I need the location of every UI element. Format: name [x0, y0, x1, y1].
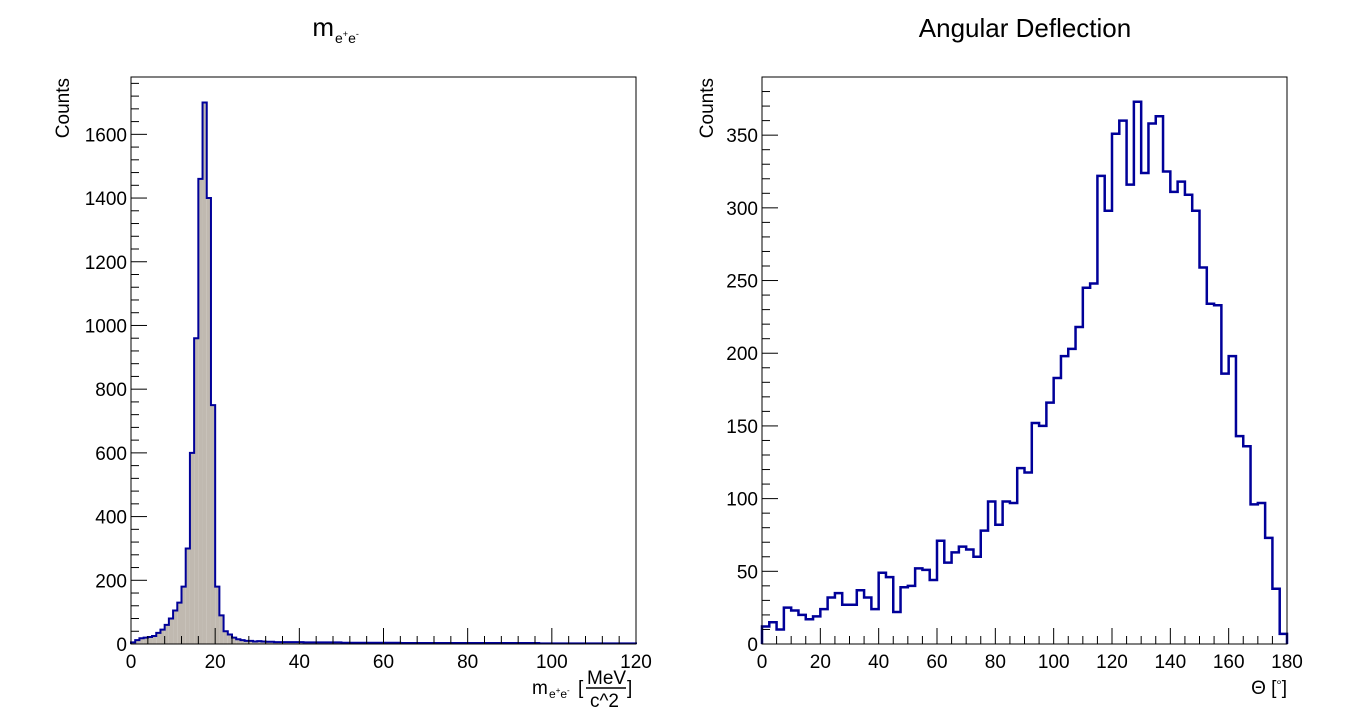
mass-y-tick-label: 600 — [95, 444, 127, 465]
angular-x-axis-unit-symbol: ∘ — [1275, 675, 1283, 689]
mass-bin-bar — [265, 641, 270, 644]
angular-y-tick-label: 350 — [726, 126, 758, 147]
angular-x-tick-label: 20 — [810, 652, 831, 673]
mass-bin-bar — [223, 631, 228, 644]
angular-axes: 0 20 40 60 80 100 120 140 160 180 0 50 100 150 200 250 3… — [726, 76, 1303, 673]
mass-x-tick-label: 60 — [373, 652, 394, 673]
mass-y-tick-label: 1200 — [85, 253, 127, 274]
angular-x-tick-label: 40 — [868, 652, 889, 673]
mass-bin-bar — [156, 632, 161, 644]
mass-y-tick-label: 1000 — [85, 316, 127, 337]
mass-x-tick-label: 80 — [457, 652, 478, 673]
angular-histogram-outline — [760, 100, 1289, 644]
angular-y-tick-label: 300 — [726, 199, 758, 220]
mass-bin-bar — [147, 636, 153, 644]
mass-bin-bar — [139, 638, 144, 644]
mass-bin-bar — [177, 602, 182, 644]
mass-bin-bar — [173, 610, 178, 644]
angular-x-tick-label: 120 — [1096, 652, 1128, 673]
mass-bin-bar — [143, 637, 148, 644]
mass-bin-bar — [189, 452, 195, 644]
mass-bin-bar — [198, 178, 203, 644]
mass-bin-bar — [219, 615, 224, 644]
mass-x-axis-units-open: [ — [578, 678, 584, 699]
angular-x-axis-label: Θ [ ] — [1251, 678, 1287, 699]
angular-y-tick-label: 250 — [726, 272, 758, 293]
angular-x-tick-label: 80 — [985, 652, 1006, 673]
angular-x-tick-label: 60 — [926, 652, 947, 673]
mass-bin-bar — [210, 405, 216, 644]
mass-y-tick-label: 200 — [95, 571, 127, 592]
angular-x-tick-label: 140 — [1154, 652, 1186, 673]
mass-bin-bar — [227, 634, 232, 644]
mass-bin-bar — [135, 640, 140, 644]
angular-x-tick-label: 0 — [757, 652, 768, 673]
mass-x-tick-label: 100 — [536, 652, 568, 673]
angular-y-axis-label: Counts — [697, 78, 718, 138]
mass-bin-bar — [152, 636, 157, 644]
mass-bin-bar — [168, 618, 174, 644]
mass-bin-bar — [232, 637, 237, 644]
angular-y-tick-label: 50 — [737, 562, 758, 583]
angular-y-tick-label: 200 — [726, 344, 758, 365]
angular-x-tick-label: 100 — [1038, 652, 1070, 673]
mass-x-tick-label: 0 — [126, 652, 137, 673]
mass-bin-bar — [160, 629, 165, 644]
mass-x-axis-label-symbol: m — [532, 678, 548, 699]
mass-bin-bar — [181, 586, 186, 644]
chart-title-mass-subscript: e+e- — [335, 29, 359, 46]
mass-y-tick-label: 400 — [95, 508, 127, 529]
mass-bin-bar — [236, 639, 241, 644]
angular-histogram-panel: Angular Deflection 0 20 40 60 80 100 120 140 160… — [697, 13, 1303, 699]
mass-x-axis-units-denominator: c^2 — [590, 691, 619, 712]
mass-x-axis-label-subscript: e+e- — [549, 686, 570, 701]
chart-title-angular: Angular Deflection — [919, 13, 1131, 43]
mass-axes: 0 20 40 60 80 100 1200200400600800100012001400… — [85, 82, 652, 673]
angular-y-tick-label: 0 — [747, 635, 758, 656]
mass-bin-bar — [253, 641, 258, 644]
angular-x-tick-label: 180 — [1271, 652, 1303, 673]
angular-y-tick-label: 150 — [726, 417, 758, 438]
mass-bin-bar — [164, 624, 169, 644]
mass-x-tick-label: 40 — [289, 652, 310, 673]
mass-y-tick-label: 800 — [95, 380, 127, 401]
chart-title-mass: m — [312, 12, 334, 42]
mass-histogram-outline — [130, 101, 637, 645]
mass-bin-bar — [240, 640, 245, 644]
mass-x-axis-label: m e+e- [ MeV c^2 ] — [532, 668, 632, 712]
mass-y-tick-label: 1600 — [85, 125, 127, 146]
angular-y-tick-label: 100 — [726, 490, 758, 511]
mass-x-tick-label: 120 — [620, 652, 652, 673]
mass-bin-bar — [206, 198, 211, 645]
angular-plot-frame — [761, 76, 1288, 645]
mass-x-tick-label: 20 — [205, 652, 226, 673]
mass-histogram-panel: m e+e- 0 20 40 60 80 100 120020040060080010001… — [53, 12, 652, 712]
angular-x-tick-label: 160 — [1213, 652, 1245, 673]
mass-bin-bar — [215, 586, 220, 644]
mass-y-axis-label: Counts — [53, 78, 74, 138]
mass-bin-bar — [257, 641, 262, 644]
mass-bin-bar — [244, 640, 249, 644]
mass-y-tick-label: 0 — [116, 635, 127, 656]
mass-y-tick-label: 1400 — [85, 189, 127, 210]
mass-bin-bar — [269, 641, 275, 644]
mass-bin-bar — [185, 548, 190, 644]
mass-bin-bar — [194, 338, 199, 644]
mass-bin-bar — [248, 640, 254, 644]
mass-x-axis-units-numerator: MeV — [587, 668, 626, 689]
mass-bin-bar — [261, 641, 266, 644]
mass-x-axis-units-close: ] — [627, 678, 632, 699]
mass-bin-bar — [202, 102, 207, 644]
